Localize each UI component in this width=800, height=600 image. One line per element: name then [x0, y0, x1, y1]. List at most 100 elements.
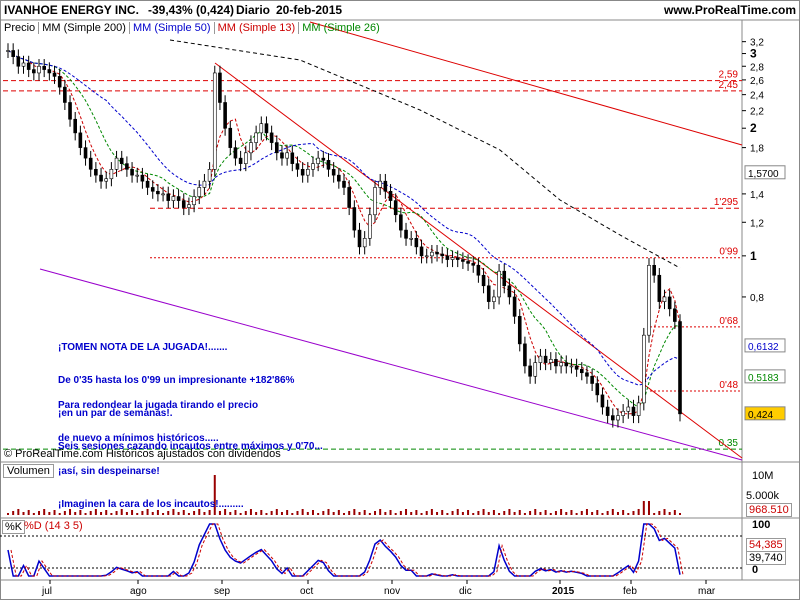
volume-bar — [616, 512, 619, 515]
volume-bar — [570, 510, 573, 515]
volume-bar — [27, 510, 30, 515]
candle-body — [26, 62, 31, 70]
candle-body — [585, 372, 589, 377]
volume-bar — [580, 511, 583, 515]
candle-body — [564, 362, 569, 367]
candle-body — [430, 251, 434, 257]
osc-label-d[interactable]: %D (14 3 5) — [24, 520, 83, 532]
candle-body — [119, 157, 124, 164]
candle-body — [569, 365, 574, 368]
volume-bar — [399, 511, 402, 515]
candle-body — [590, 375, 594, 384]
price-label-box — [744, 406, 786, 421]
price-label: 1,5700 — [748, 169, 779, 180]
volume-bar — [441, 510, 444, 515]
candle-body — [94, 169, 98, 176]
volume-bar — [187, 513, 190, 515]
x-tick-label: dic — [459, 586, 472, 597]
annotation-line: ¡en un par de semanas!. — [58, 408, 173, 419]
candle-body — [306, 169, 310, 176]
volume-bar — [136, 513, 139, 515]
volume-bar — [120, 509, 123, 515]
candle-body — [393, 200, 398, 216]
volume-bar — [265, 513, 268, 515]
volume-bar — [125, 512, 128, 515]
candle-body — [233, 147, 238, 159]
volume-bar — [353, 509, 356, 515]
volume-bar — [208, 510, 211, 515]
price-label-box — [744, 165, 786, 180]
x-tick-label: ago — [130, 586, 147, 597]
volume-tick-5000k: 5.000k — [746, 490, 780, 502]
candle-body — [523, 343, 527, 367]
candle-body — [373, 187, 377, 216]
volume-bar — [487, 512, 490, 515]
candle-body — [135, 174, 140, 177]
volume-bar — [451, 511, 454, 515]
volume-bar — [234, 510, 237, 515]
candle-body — [512, 296, 517, 317]
candle-body — [657, 274, 662, 302]
legend-ma26[interactable]: MM (Simple 26) — [302, 22, 380, 34]
osc-label-k[interactable]: %K — [2, 520, 26, 534]
volume-bar — [601, 513, 604, 515]
candle-body — [249, 142, 253, 154]
candle-body — [140, 174, 145, 182]
candle-body — [440, 253, 445, 257]
volume-bar — [301, 509, 304, 515]
volume-bar — [203, 512, 206, 515]
x-tick-label: jul — [41, 586, 52, 597]
site-link[interactable]: www.ProRealTime.com — [664, 3, 797, 17]
price-label-box — [744, 369, 786, 384]
volume-bar — [244, 511, 247, 515]
volume-bar — [296, 511, 299, 515]
volume-bar — [322, 511, 325, 515]
candle-body — [610, 415, 615, 421]
volume-bar — [105, 510, 108, 515]
level-label: 2,59 — [719, 70, 739, 81]
ma50-line — [7, 50, 681, 386]
volume-bar — [405, 509, 408, 515]
ma200-line — [169, 39, 681, 269]
volume-bar — [270, 511, 273, 515]
volume-bar — [249, 509, 252, 515]
volume-bar — [32, 513, 35, 515]
legend-ma200[interactable]: MM (Simple 200) — [39, 22, 130, 34]
volume-bar — [591, 512, 594, 515]
volume-bar — [384, 512, 387, 515]
legend-ma13[interactable]: MM (Simple 13) — [214, 22, 300, 34]
legend-ma50[interactable]: MM (Simple 50) — [129, 22, 215, 34]
annotation-line: De 0'35 hasta los 0'99 un impresionante … — [58, 375, 295, 386]
candle-body — [667, 296, 672, 310]
x-tick-label: feb — [623, 586, 637, 597]
volume-bar — [141, 511, 144, 515]
volume-bar — [286, 510, 289, 515]
osc-d-line — [10, 523, 684, 577]
candle-body — [176, 196, 181, 201]
candle-body — [202, 180, 207, 188]
candle-body — [461, 259, 465, 262]
candle-body — [481, 274, 486, 287]
volume-bar — [239, 513, 242, 515]
candle-body — [130, 169, 134, 176]
candle-body — [621, 410, 625, 416]
candle-body — [300, 169, 305, 176]
volume-label[interactable]: Volumen — [3, 464, 54, 478]
candle-body — [517, 316, 522, 345]
volume-bar — [523, 513, 526, 515]
volume-bar — [596, 510, 599, 515]
volume-bar — [100, 512, 103, 515]
candle-body — [166, 193, 171, 201]
x-tick-label: nov — [384, 586, 400, 597]
candle-body — [114, 157, 119, 170]
candle-body — [228, 127, 233, 148]
volume-bar — [358, 512, 361, 515]
y-tick-label: 1,8 — [750, 144, 764, 155]
volume-bar — [673, 510, 676, 515]
y-tick-label: 2,8 — [750, 62, 764, 73]
osc-value-1: 54,385 — [746, 538, 786, 552]
volume-bar — [218, 511, 221, 515]
volume-bar — [420, 513, 423, 515]
legend-price[interactable]: Precio — [1, 22, 40, 34]
volume-bar — [606, 511, 609, 515]
